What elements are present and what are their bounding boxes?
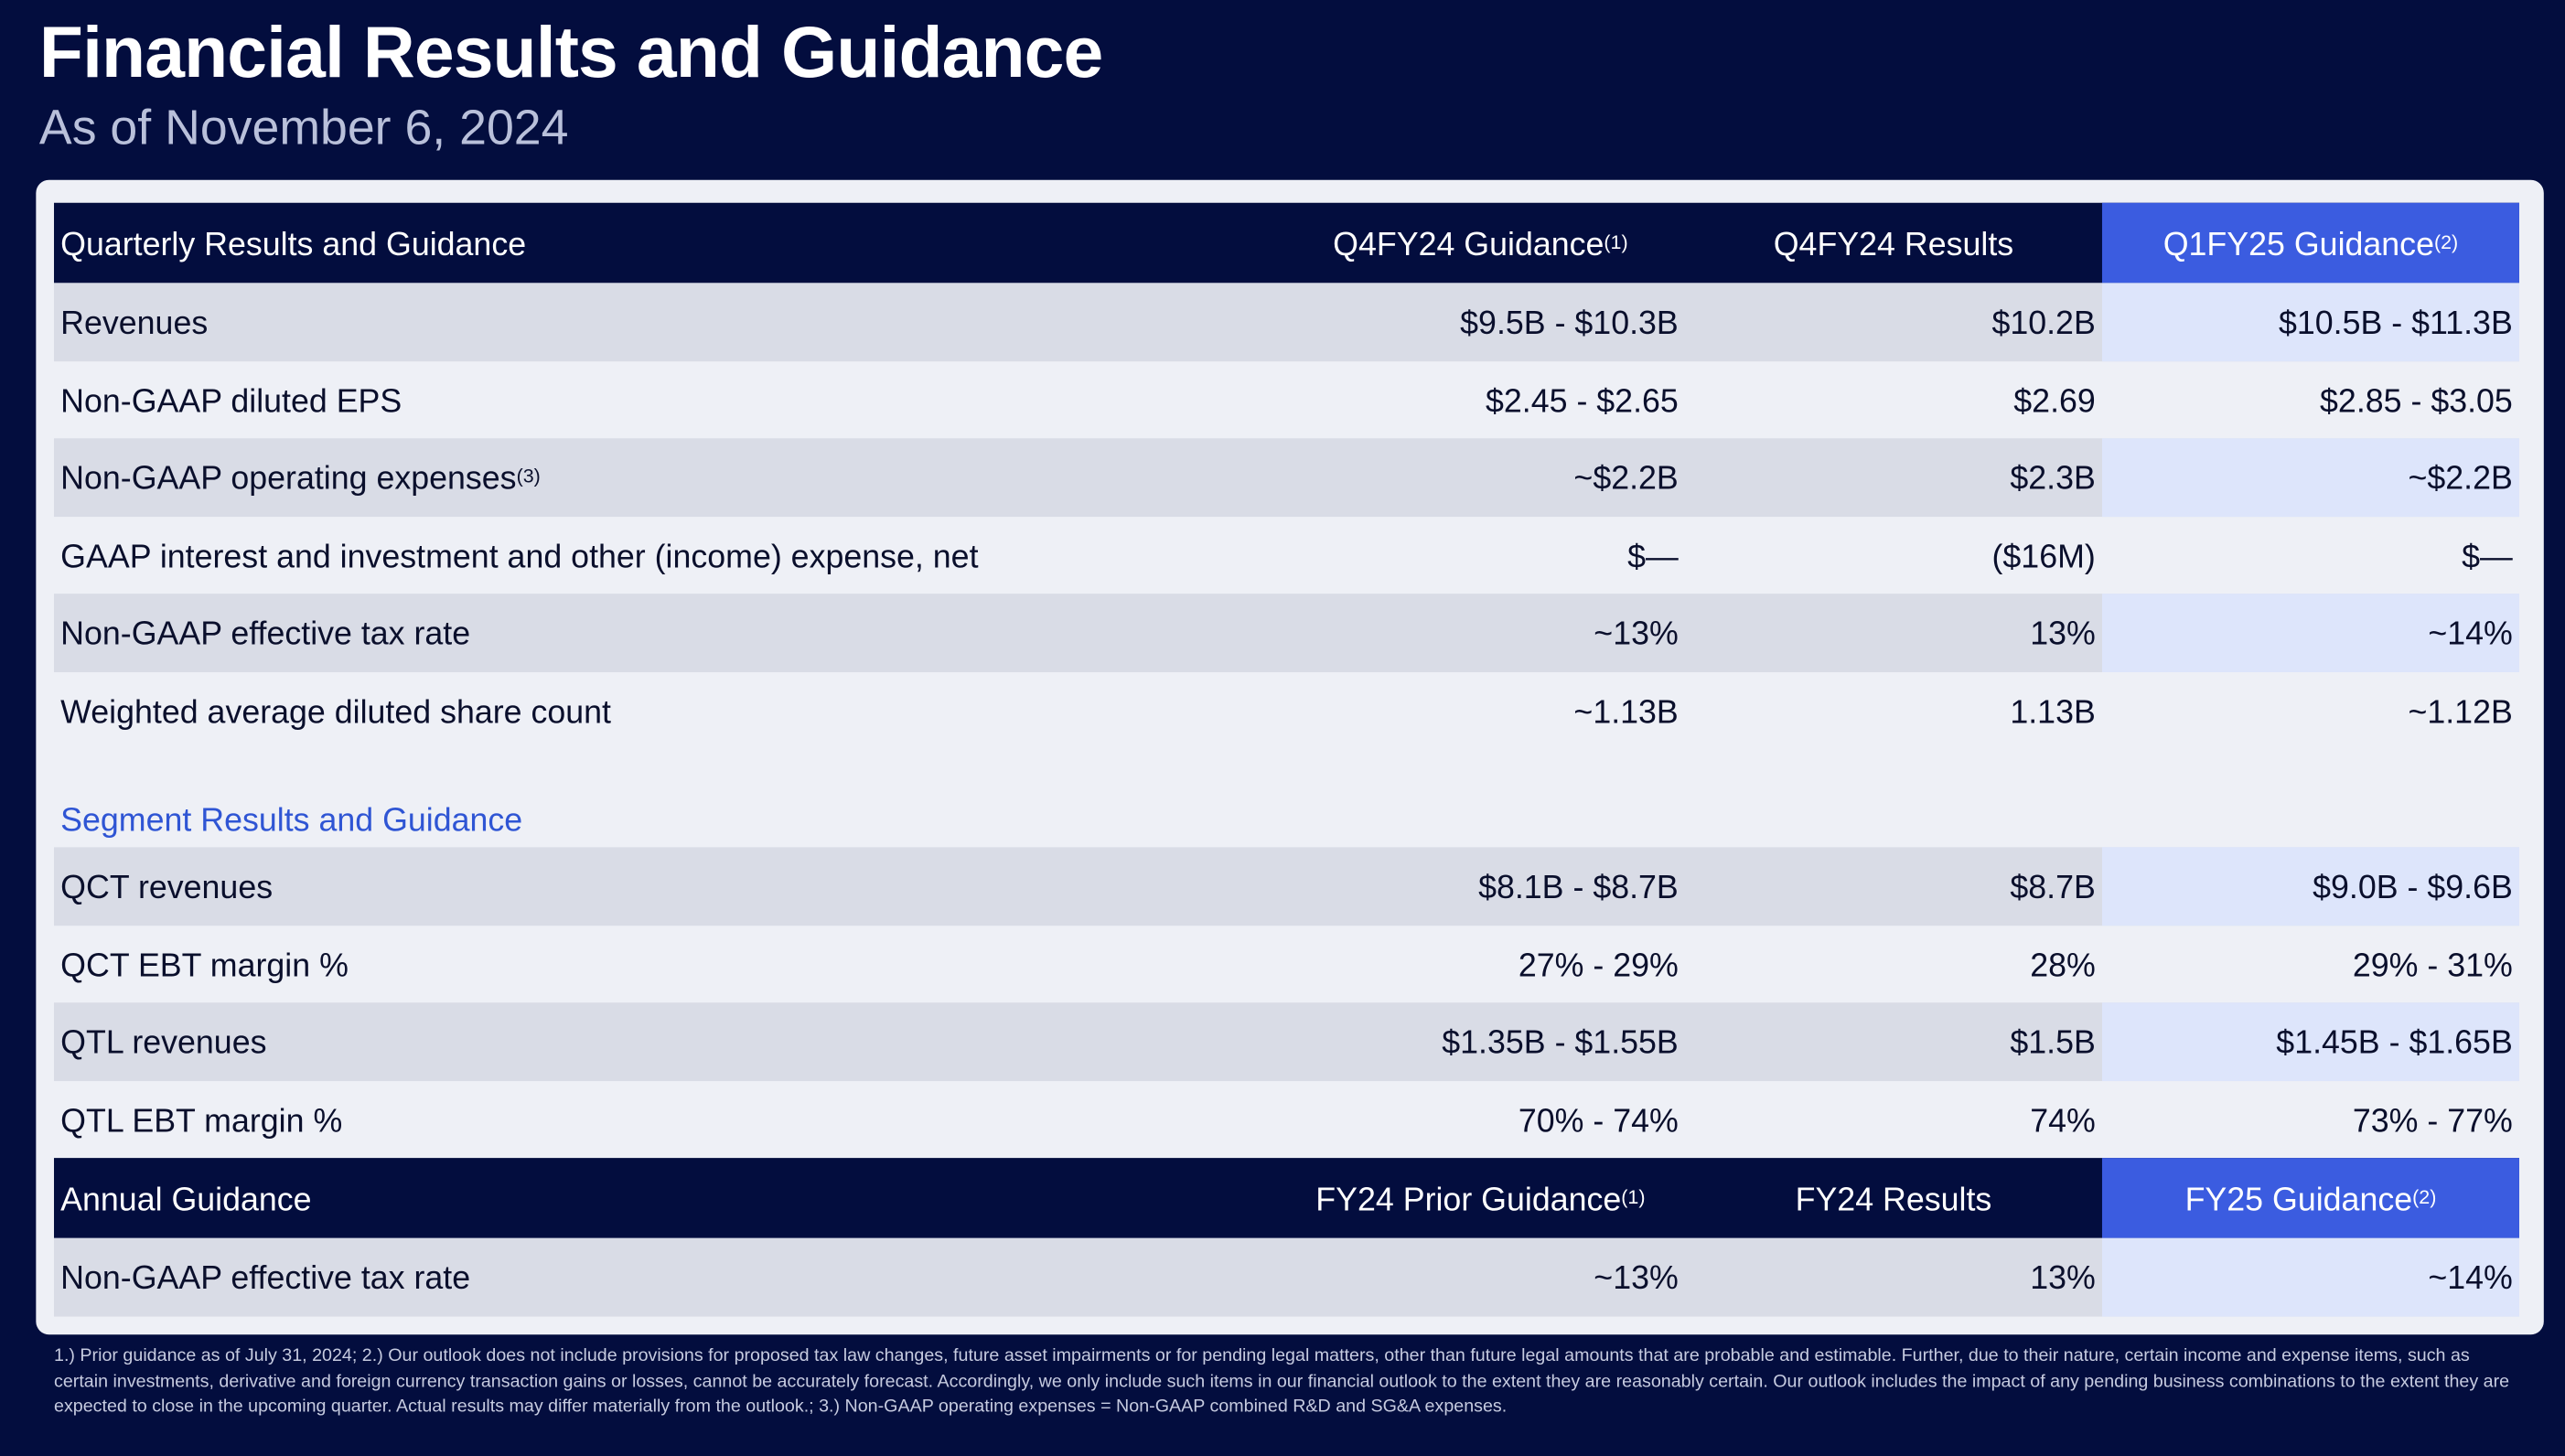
value-cell: $10.2B <box>1991 305 2096 343</box>
label-text: Non-GAAP operating expenses <box>60 461 517 498</box>
value-cell: 1.13B <box>2010 694 2096 731</box>
value-cell: $2.45 - $2.65 <box>1486 383 1679 421</box>
header-row: Annual Guidance FY24 Prior Guidance (1) FY2… <box>54 1158 2519 1238</box>
header-text: Q4FY24 Guidance <box>1333 227 1604 263</box>
row-label: GAAP interest and investment and other (… <box>54 516 1276 594</box>
header-cell: FY24 Results <box>1685 1158 2102 1238</box>
value-cell: ~$2.2B <box>1573 461 1679 498</box>
label-text: GAAP interest and investment and other (… <box>60 539 979 576</box>
value-cell: $— <box>2462 539 2513 576</box>
row-label: Revenues <box>54 283 1276 360</box>
label-text: Non-GAAP diluted EPS <box>60 383 402 421</box>
header-text: FY24 Prior Guidance <box>1315 1182 1622 1219</box>
header-row: Quarterly Results and Guidance Q4FY24 Gui… <box>54 202 2519 284</box>
value-cell: $1.45B - $1.65B <box>2101 1002 2519 1081</box>
value-cell: ~13% <box>1594 1261 1679 1298</box>
subtitle: As of November 6, 2024 <box>38 101 569 155</box>
card <box>36 179 2544 1335</box>
table: Quarterly Results and Guidance Q4FY24 Gui… <box>54 202 2519 1316</box>
header-cell: Annual Guidance <box>54 1158 1276 1238</box>
label-text: QCT revenues <box>60 870 274 907</box>
row-label: Non-GAAP operating expenses (3) <box>60 461 541 498</box>
table-row: Non-GAAP diluted EPS $2.45 - $2.65 $2.69 $2… <box>54 360 2519 438</box>
value-cell: ~1.12B <box>2408 694 2513 731</box>
value-cell: $— <box>1627 539 1679 576</box>
header-text: Q4FY24 Results <box>1773 227 2014 263</box>
header-cell: FY25 Guidance (2) <box>2101 1158 2519 1238</box>
label-text: Non-GAAP effective tax rate <box>60 616 471 653</box>
header-cell: Q4FY24 Guidance (1) <box>1333 227 1628 263</box>
row-label: QCT EBT margin % <box>54 925 1276 1002</box>
value-cell: ($16M) <box>1991 539 2096 576</box>
value-cell: $2.3B <box>2010 461 2096 498</box>
table-row: QCT revenues $8.1B - $8.7B $8.7B $9.0B - $9… <box>54 847 2519 926</box>
value-cell: $2.85 - $3.05 <box>2320 383 2513 421</box>
value-cell: 73% - 77% <box>2352 1103 2513 1140</box>
value-cell: $1.5B <box>2010 1025 2096 1063</box>
value-cell: ~1.13B <box>1573 694 1679 731</box>
value-cell: 70% - 74% <box>1518 1103 1679 1140</box>
row-label: Non-GAAP effective tax rate <box>54 594 1276 671</box>
header-text: Q1FY25 Guidance <box>2163 227 2434 263</box>
label-text: Weighted average diluted share count <box>60 694 611 731</box>
label-text: QTL revenues <box>60 1025 267 1063</box>
header-text: Quarterly Results and Guidance <box>60 227 527 263</box>
title: Financial Results and Guidance <box>38 13 1103 93</box>
row-label: QCT revenues <box>54 847 1276 925</box>
header-cell: Quarterly Results and Guidance <box>54 203 1276 284</box>
value-cell: $2.69 <box>2013 383 2096 421</box>
section-title: Segment Results and Guidance <box>60 803 523 840</box>
value-cell: $9.0B - $9.6B <box>2101 847 2519 926</box>
label-text: QCT EBT margin % <box>60 947 349 985</box>
label-text: Revenues <box>60 305 209 343</box>
table-row: GAAP interest and investment and other (… <box>54 516 2519 594</box>
value-cell: ~14% <box>2101 1237 2519 1316</box>
row-label: QTL EBT margin % <box>54 1080 1276 1158</box>
row-label: Non-GAAP effective tax rate <box>54 1238 1276 1316</box>
value-cell: 27% - 29% <box>1518 947 1679 985</box>
value-cell: $9.5B - $10.3B <box>1460 305 1679 343</box>
table-row: Non-GAAP effective tax rate ~13% 13% ~14% <box>54 594 2519 672</box>
table-row: Weighted average diluted share count ~1.1… <box>54 671 2519 749</box>
row-label: QTL revenues <box>54 1002 1276 1080</box>
value-cell: ~$2.2B <box>2101 438 2519 517</box>
header-text: FY25 Guidance <box>2184 1182 2413 1219</box>
value-cell: ~13% <box>1594 616 1679 653</box>
value-cell: 13% <box>2030 616 2096 653</box>
value-cell: $8.7B <box>2010 870 2096 907</box>
footnote: 1.) Prior guidance as of July 31, 2024; … <box>54 1345 2510 1417</box>
row-label: Weighted average diluted share count <box>54 671 1276 749</box>
header-cell: FY24 Prior Guidance (1) <box>1315 1182 1646 1219</box>
table-row: QTL EBT margin % 70% - 74% 74% 73% - 77% <box>54 1080 2519 1158</box>
header-cell: Q1FY25 Guidance (2) <box>2101 202 2519 284</box>
header-text: FY24 Results <box>1795 1182 1992 1219</box>
value-cell: 13% <box>2030 1261 2096 1298</box>
value-cell: $1.35B - $1.55B <box>1442 1025 1679 1063</box>
table-row: Non-GAAP effective tax rate ~13% 13% ~14% <box>54 1237 2519 1316</box>
label-text: QTL EBT margin % <box>60 1103 343 1140</box>
table-row: QCT EBT margin % 27% - 29% 28% 29% - 31% <box>54 925 2519 1002</box>
value-cell: ~14% <box>2101 594 2519 672</box>
header-cell: Q4FY24 Results <box>1685 203 2102 284</box>
table-row: Revenues $9.5B - $10.3B $10.2B $10.5B - $11… <box>54 283 2519 361</box>
table-row: Non-GAAP operating expenses (3) ~$2.2B $2.3… <box>54 438 2519 517</box>
header-text: Annual Guidance <box>60 1182 312 1219</box>
value-cell: $10.5B - $11.3B <box>2101 283 2519 361</box>
value-cell: 28% <box>2030 947 2096 985</box>
table-row: QTL revenues $1.35B - $1.55B $1.5B $1.45B -… <box>54 1002 2519 1081</box>
value-cell: 29% - 31% <box>2352 947 2513 985</box>
value-cell: 74% <box>2030 1103 2096 1140</box>
row-label: Non-GAAP diluted EPS <box>54 360 1276 438</box>
label-text: Non-GAAP effective tax rate <box>60 1261 471 1298</box>
value-cell: $8.1B - $8.7B <box>1478 870 1679 907</box>
